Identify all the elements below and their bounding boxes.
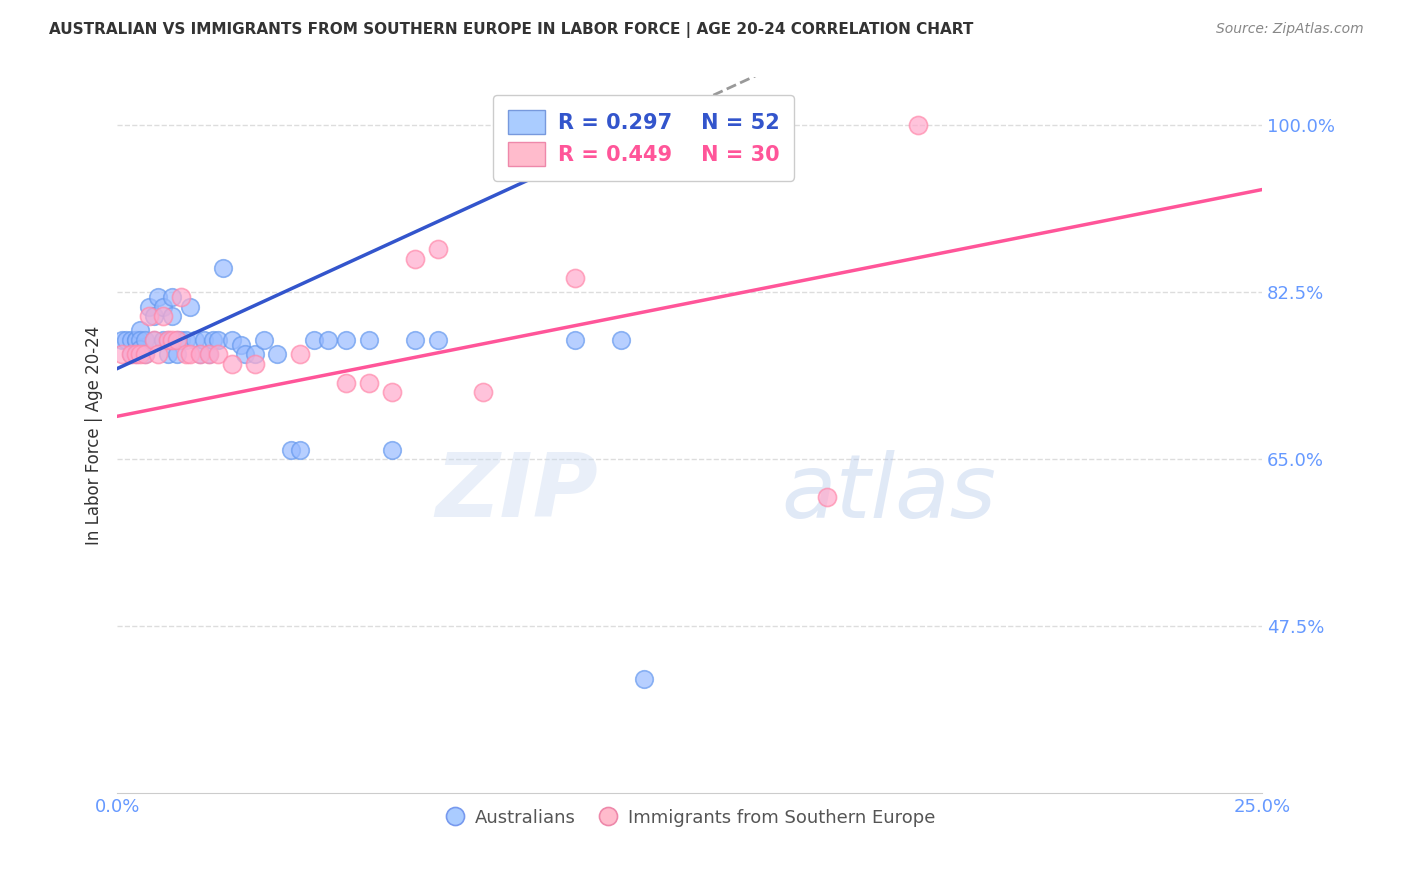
Australians [115,333,138,347]
Immigrants from Southern Europe [564,271,586,285]
Immigrants from Southern Europe [124,347,146,361]
Australians [120,347,142,361]
Australians [174,333,197,347]
Immigrants from Southern Europe [170,290,193,304]
Immigrants from Southern Europe [134,347,156,361]
Australians [142,333,165,347]
Immigrants from Southern Europe [148,347,170,361]
Y-axis label: In Labor Force | Age 20-24: In Labor Force | Age 20-24 [86,326,103,545]
Immigrants from Southern Europe [815,491,838,505]
Text: atlas: atlas [782,450,995,536]
Immigrants from Southern Europe [907,118,929,132]
Australians [134,333,156,347]
Australians [404,333,426,347]
Australians [152,333,174,347]
Australians [124,333,146,347]
Immigrants from Southern Europe [111,347,134,361]
Australians [124,333,146,347]
Immigrants from Southern Europe [290,347,312,361]
Australians [381,442,404,457]
Australians [156,333,179,347]
Australians [243,347,266,361]
Immigrants from Southern Europe [142,333,165,347]
Immigrants from Southern Europe [120,347,142,361]
Australians [138,300,160,314]
Australians [188,347,211,361]
Australians [134,347,156,361]
Australians [290,442,312,457]
Australians [184,333,207,347]
Text: Source: ZipAtlas.com: Source: ZipAtlas.com [1216,22,1364,37]
Australians [221,333,243,347]
Immigrants from Southern Europe [207,347,229,361]
Immigrants from Southern Europe [381,385,404,400]
Immigrants from Southern Europe [152,309,174,323]
Australians [316,333,339,347]
Australians [111,333,134,347]
Australians [124,347,146,361]
Australians [170,333,193,347]
Australians [129,333,152,347]
Australians [179,300,201,314]
Australians [156,347,179,361]
Australians [202,333,225,347]
Australians [302,333,325,347]
Immigrants from Southern Europe [472,385,495,400]
Australians [129,323,152,337]
Australians [160,309,183,323]
Australians [426,333,449,347]
Australians [229,337,252,351]
Immigrants from Southern Europe [221,357,243,371]
Australians [357,333,380,347]
Australians [148,290,170,304]
Immigrants from Southern Europe [179,347,201,361]
Immigrants from Southern Europe [160,333,183,347]
Immigrants from Southern Europe [174,347,197,361]
Australians [266,347,288,361]
Australians [207,333,229,347]
Australians [280,442,302,457]
Immigrants from Southern Europe [138,309,160,323]
Immigrants from Southern Europe [197,347,219,361]
Australians [160,290,183,304]
Australians [120,333,142,347]
Australians [633,672,655,686]
Immigrants from Southern Europe [129,347,152,361]
Australians [610,333,633,347]
Immigrants from Southern Europe [166,333,188,347]
Text: ZIP: ZIP [436,450,598,536]
Australians [197,347,219,361]
Australians [253,333,276,347]
Australians [211,261,233,276]
Australians [564,333,586,347]
Australians [166,333,188,347]
Australians [142,309,165,323]
Australians [152,300,174,314]
Australians [129,343,152,357]
Australians [193,333,215,347]
Immigrants from Southern Europe [335,376,357,390]
Immigrants from Southern Europe [243,357,266,371]
Immigrants from Southern Europe [156,333,179,347]
Text: AUSTRALIAN VS IMMIGRANTS FROM SOUTHERN EUROPE IN LABOR FORCE | AGE 20-24 CORRELA: AUSTRALIAN VS IMMIGRANTS FROM SOUTHERN E… [49,22,973,38]
Immigrants from Southern Europe [426,242,449,256]
Immigrants from Southern Europe [357,376,380,390]
Immigrants from Southern Europe [188,347,211,361]
Australians [166,347,188,361]
Immigrants from Southern Europe [404,252,426,266]
Australians [335,333,357,347]
Australians [235,347,257,361]
Legend: Australians, Immigrants from Southern Europe: Australians, Immigrants from Southern Eu… [437,801,942,834]
